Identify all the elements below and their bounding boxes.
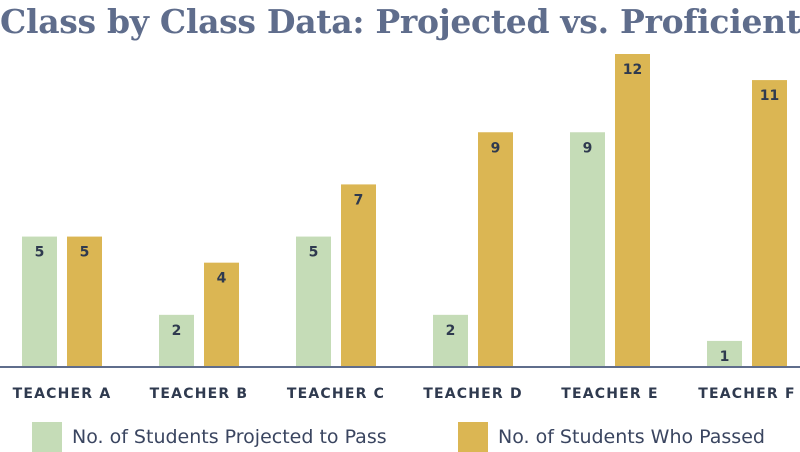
data-label-projected-5: 9 [583, 140, 593, 156]
legend-label-projected: No. of Students Projected to Pass [72, 426, 387, 448]
legend-swatch-passed [458, 422, 488, 452]
data-label-passed-4: 9 [491, 140, 501, 156]
legend-item-passed: No. of Students Who Passed [458, 422, 765, 452]
data-label-projected-1: 5 [35, 245, 45, 261]
chart-title: Class by Class Data: Projected vs. Profi… [0, 2, 800, 41]
legend-swatch-projected [32, 422, 62, 452]
data-label-passed-2: 4 [217, 271, 227, 287]
category-label-1: TEACHER A [13, 386, 112, 402]
bar-passed-4 [478, 132, 513, 367]
data-label-projected-3: 5 [309, 245, 319, 261]
category-label-4: TEACHER D [423, 386, 523, 402]
bar-projected-5 [570, 132, 605, 367]
category-label-6: TEACHER F [698, 386, 796, 402]
category-label-2: TEACHER B [150, 386, 249, 402]
data-label-passed-1: 5 [80, 245, 90, 261]
bar-passed-1 [67, 236, 102, 367]
category-label-3: TEACHER C [287, 386, 385, 402]
data-label-projected-6: 1 [720, 349, 730, 365]
data-label-projected-4: 2 [446, 323, 456, 339]
bar-projected-3 [296, 236, 331, 367]
bar-passed-6 [752, 80, 787, 367]
bar-passed-5 [615, 54, 650, 367]
bar-projected-1 [22, 236, 57, 367]
data-label-projected-2: 2 [172, 323, 182, 339]
legend-item-projected: No. of Students Projected to Pass [32, 422, 387, 452]
data-label-passed-5: 12 [623, 62, 642, 78]
bar-projected-2 [159, 314, 194, 367]
bar-projected-4 [433, 314, 468, 367]
data-label-passed-6: 11 [760, 88, 779, 104]
category-label-5: TEACHER E [561, 386, 659, 402]
bar-passed-2 [204, 262, 239, 367]
bar-projected-6 [707, 340, 742, 367]
legend-label-passed: No. of Students Who Passed [498, 426, 765, 448]
bar-passed-3 [341, 184, 376, 367]
data-label-passed-3: 7 [354, 192, 364, 208]
